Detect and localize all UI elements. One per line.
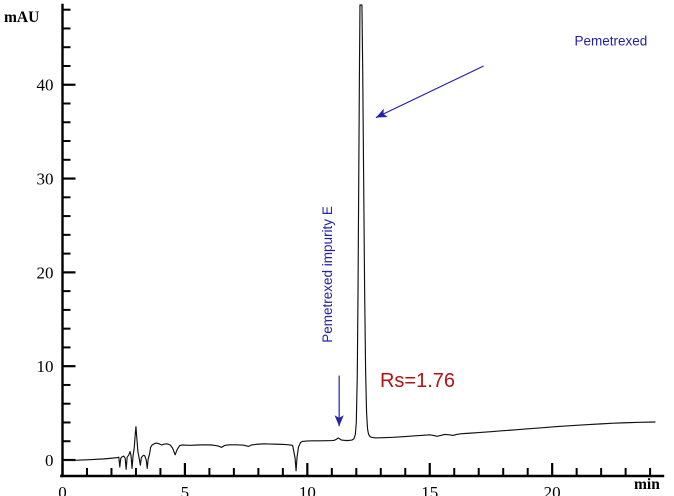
x-tick-label: 20 <box>544 483 561 496</box>
annotation-arrow-head <box>375 108 388 118</box>
resolution-label: Rs=1.76 <box>380 370 455 392</box>
chromatogram-trace <box>62 4 656 472</box>
x-tick-label: 0 <box>58 483 67 496</box>
annotation-arrow-line <box>375 65 484 119</box>
annotation-arrow-head <box>334 415 344 427</box>
trace-line <box>62 4 656 472</box>
x-axis-ticks <box>61 463 652 476</box>
y-tick-label: 40 <box>37 76 54 95</box>
peak-annotations: Pemetrexed Pemetrexed impurity E Rs=1.76 <box>320 33 648 427</box>
y-tick-label: 10 <box>37 357 54 376</box>
y-tick-label: 0 <box>45 451 54 470</box>
x-axis-unit-label: min <box>634 476 660 493</box>
x-axis-tick-labels: 0 5 10 15 20 <box>58 483 560 496</box>
annotation-label-pemetrexed: Pemetrexed <box>575 33 648 48</box>
x-tick-label: 5 <box>181 483 190 496</box>
y-axis-unit-label: mAU <box>4 9 39 26</box>
annotation-label-pemetrexed-impurity-e: Pemetrexed impurity E <box>320 206 335 343</box>
y-axis-tick-labels: 0 10 20 30 40 <box>37 76 54 470</box>
y-tick-label: 20 <box>37 263 54 282</box>
plot-axes <box>60 3 665 478</box>
y-tick-label: 30 <box>37 170 54 189</box>
x-tick-label: 10 <box>299 483 316 496</box>
x-tick-label: 15 <box>421 483 438 496</box>
y-axis-ticks <box>62 8 76 462</box>
